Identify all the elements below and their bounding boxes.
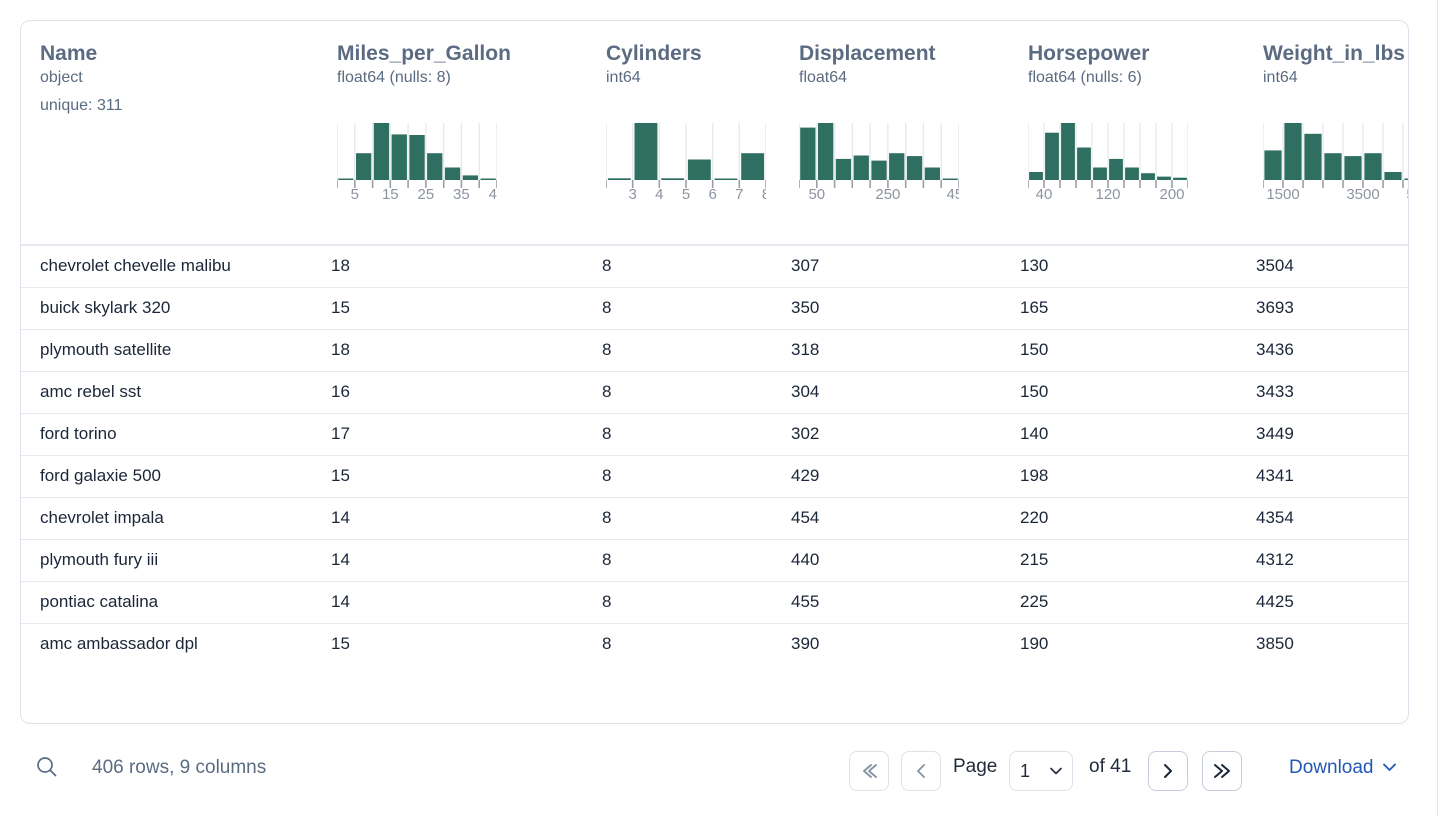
svg-text:5: 5: [351, 186, 359, 203]
svg-text:7: 7: [735, 186, 743, 203]
svg-text:3: 3: [629, 186, 637, 203]
svg-text:3500: 3500: [1346, 186, 1379, 203]
svg-text:1500: 1500: [1266, 186, 1299, 203]
svg-text:45: 45: [489, 186, 497, 203]
svg-text:8: 8: [762, 186, 766, 203]
svg-text:40: 40: [1036, 186, 1053, 203]
svg-text:200: 200: [1159, 186, 1184, 203]
svg-text:5: 5: [682, 186, 690, 203]
svg-text:25: 25: [418, 186, 435, 203]
svg-text:50: 50: [808, 186, 825, 203]
svg-text:35: 35: [453, 186, 470, 203]
svg-text:120: 120: [1095, 186, 1120, 203]
svg-text:450: 450: [946, 186, 959, 203]
svg-text:15: 15: [382, 186, 399, 203]
svg-text:250: 250: [875, 186, 900, 203]
svg-text:6: 6: [709, 186, 717, 203]
svg-text:5500: 5500: [1406, 186, 1409, 203]
svg-text:4: 4: [655, 186, 663, 203]
